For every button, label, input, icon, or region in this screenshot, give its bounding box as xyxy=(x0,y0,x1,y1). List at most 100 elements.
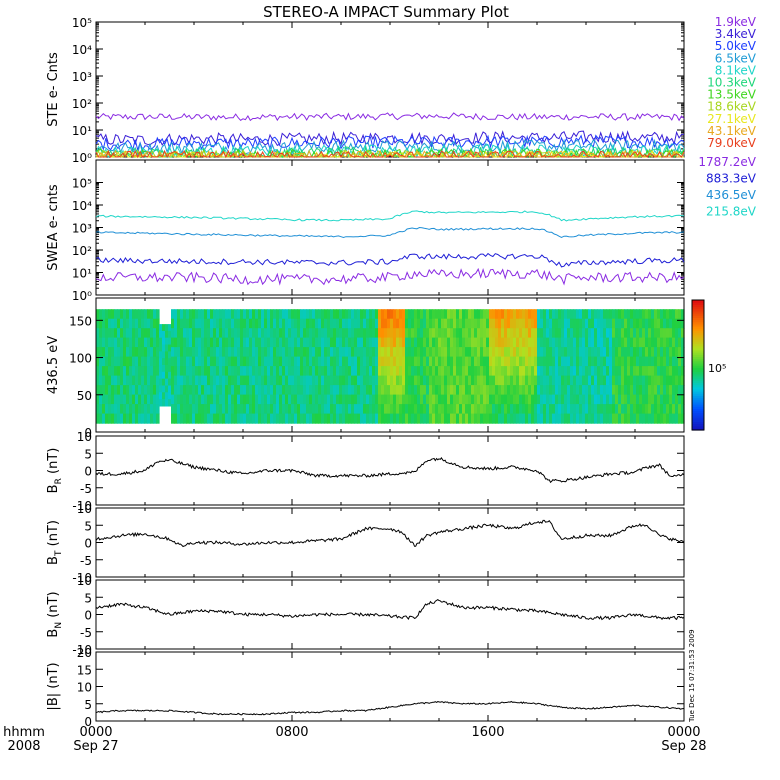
pad-heatmap-cell xyxy=(633,309,637,320)
pad-colorbar-cell xyxy=(692,321,704,325)
pad-heatmap-cell xyxy=(330,318,334,329)
pad-heatmap-cell xyxy=(234,375,238,386)
pad-heatmap-cell xyxy=(303,309,307,320)
pad-heatmap-cell xyxy=(99,318,103,329)
pad-heatmap-cell xyxy=(507,337,511,348)
pad-heatmap-cell xyxy=(279,347,283,358)
pad-heatmap-cell xyxy=(528,347,532,358)
pad-heatmap-cell xyxy=(462,385,466,396)
pad-heatmap-cell xyxy=(531,404,535,415)
pad-heatmap-cell xyxy=(228,309,232,320)
pad-heatmap-cell xyxy=(255,337,259,348)
pad-heatmap-cell xyxy=(462,404,466,415)
pad-heatmap-cell xyxy=(600,413,604,424)
pad-heatmap-cell xyxy=(441,404,445,415)
pad-heatmap-cell xyxy=(588,337,592,348)
pad-heatmap-cell xyxy=(474,309,478,320)
pad-heatmap-cell xyxy=(216,309,220,320)
pad-heatmap-cell xyxy=(330,309,334,320)
pad-heatmap-cell xyxy=(672,394,676,405)
pad-heatmap-cell xyxy=(240,385,244,396)
pad-heatmap-cell xyxy=(360,366,364,377)
pad-ytick-label: 50 xyxy=(77,389,92,403)
ste-ytick-label: 10³ xyxy=(72,70,92,84)
pad-heatmap-cell xyxy=(114,404,118,415)
pad-heatmap-cell xyxy=(612,328,616,339)
bn-ylabel-main: B xyxy=(46,629,61,638)
pad-heatmap-cell xyxy=(570,318,574,329)
pad-heatmap-cell xyxy=(195,318,199,329)
pad-heatmap-cell xyxy=(582,309,586,320)
pad-heatmap-cell xyxy=(357,366,361,377)
pad-heatmap-cell xyxy=(546,309,550,320)
pad-colorbar-cell xyxy=(692,423,704,427)
pad-heatmap-cell xyxy=(318,413,322,424)
pad-heatmap-cell xyxy=(681,366,685,377)
pad-heatmap-cell xyxy=(366,337,370,348)
pad-heatmap-cell xyxy=(540,347,544,358)
pad-heatmap-cell xyxy=(102,385,106,396)
pad-heatmap-cell xyxy=(561,356,565,367)
pad-colorbar-cell xyxy=(692,319,704,323)
pad-heatmap-cell xyxy=(474,404,478,415)
pad-heatmap-cell xyxy=(231,404,235,415)
pad-heatmap-cell xyxy=(480,375,484,386)
pad-heatmap-cell xyxy=(588,356,592,367)
pad-heatmap-cell xyxy=(435,413,439,424)
swea-legend-entry: 215.8eV xyxy=(706,205,757,219)
pad-heatmap-cell xyxy=(441,375,445,386)
pad-heatmap-cell xyxy=(570,347,574,358)
pad-heatmap-cell xyxy=(102,356,106,367)
pad-heatmap-cell xyxy=(276,347,280,358)
pad-heatmap-cell xyxy=(228,356,232,367)
pad-heatmap-cell xyxy=(654,375,658,386)
pad-heatmap-cell xyxy=(465,328,469,339)
pad-heatmap-cell xyxy=(534,366,538,377)
pad-heatmap-cell xyxy=(444,347,448,358)
pad-heatmap-cell xyxy=(192,413,196,424)
pad-heatmap-cell xyxy=(153,366,157,377)
pad-heatmap-cell xyxy=(420,347,424,358)
pad-heatmap-cell xyxy=(126,413,130,424)
pad-heatmap-cell xyxy=(333,385,337,396)
pad-heatmap-cell xyxy=(420,356,424,367)
pad-heatmap-cell xyxy=(186,404,190,415)
pad-heatmap-cell xyxy=(240,309,244,320)
pad-heatmap-cell xyxy=(354,356,358,367)
pad-heatmap-cell xyxy=(525,366,529,377)
pad-heatmap-cell xyxy=(513,404,517,415)
pad-heatmap-cell xyxy=(315,385,319,396)
pad-heatmap-cell xyxy=(282,385,286,396)
pad-heatmap-cell xyxy=(204,318,208,329)
pad-heatmap-cell xyxy=(597,385,601,396)
pad-heatmap-cell xyxy=(606,375,610,386)
pad-heatmap-cell xyxy=(441,347,445,358)
pad-heatmap-cell xyxy=(540,328,544,339)
pad-heatmap-cell xyxy=(165,344,169,352)
pad-heatmap-cell xyxy=(615,318,619,329)
pad-heatmap-cell xyxy=(417,337,421,348)
pad-heatmap-cell xyxy=(399,394,403,405)
pad-heatmap-cell xyxy=(120,347,124,358)
pad-heatmap-cell xyxy=(270,413,274,424)
pad-heatmap-cell xyxy=(576,375,580,386)
pad-heatmap-cell xyxy=(441,328,445,339)
pad-heatmap-cell xyxy=(486,337,490,348)
pad-heatmap-cell xyxy=(666,366,670,377)
pad-heatmap-cell xyxy=(339,404,343,415)
pad-heatmap-cell xyxy=(450,366,454,377)
pad-heatmap-cell xyxy=(534,356,538,367)
pad-heatmap-cell xyxy=(339,356,343,367)
pad-heatmap-cell xyxy=(378,394,382,405)
pad-heatmap-cell xyxy=(354,375,358,386)
pad-heatmap-cell xyxy=(276,404,280,415)
pad-ytick-label: 150 xyxy=(69,314,92,328)
pad-heatmap-cell xyxy=(102,404,106,415)
pad-heatmap-cell xyxy=(486,413,490,424)
pad-heatmap-cell xyxy=(132,385,136,396)
pad-heatmap-cell xyxy=(336,318,340,329)
pad-heatmap-cell xyxy=(471,413,475,424)
pad-heatmap-cell xyxy=(105,356,109,367)
pad-heatmap-cell xyxy=(381,356,385,367)
pad-heatmap-cell xyxy=(393,385,397,396)
